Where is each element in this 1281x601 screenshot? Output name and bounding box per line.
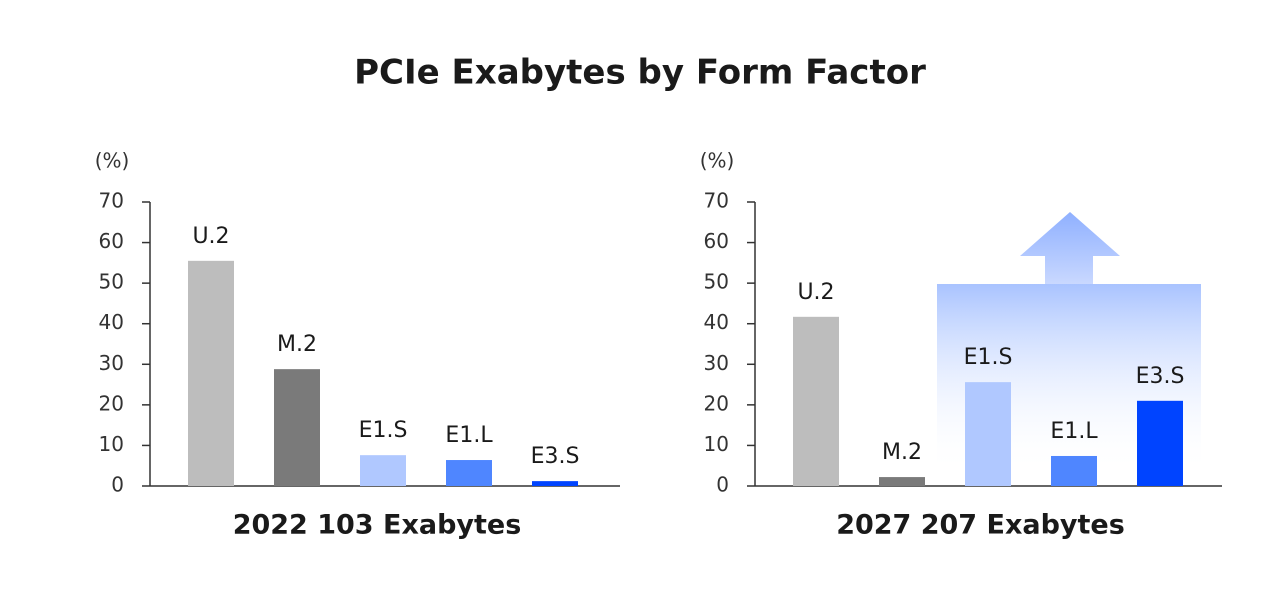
y-tick-label: 20 <box>704 391 729 415</box>
bar <box>446 460 492 486</box>
y-tick-label: 50 <box>704 270 729 294</box>
y-tick-label: 10 <box>99 432 124 456</box>
bar-category-label: U.2 <box>797 280 834 305</box>
y-tick-label: 20 <box>99 391 124 415</box>
growth-arrow <box>1020 212 1120 284</box>
bar-category-label: E3.S <box>531 444 580 469</box>
bar <box>532 481 578 486</box>
y-axis-label: (%) <box>95 149 130 173</box>
y-tick-label: 0 <box>111 473 124 497</box>
bar-category-label: E1.S <box>359 418 408 443</box>
y-tick-label: 60 <box>704 229 729 253</box>
y-tick-label: 0 <box>716 473 729 497</box>
bar <box>879 477 925 486</box>
bar-category-label: E1.L <box>445 423 493 448</box>
y-tick-label: 10 <box>704 432 729 456</box>
y-tick-label: 70 <box>99 189 124 213</box>
y-tick-label: 30 <box>704 351 729 375</box>
y-tick-label: 50 <box>99 270 124 294</box>
bar <box>1051 455 1097 486</box>
bar <box>360 455 406 486</box>
x-axis-label: 2022 103 Exabytes <box>233 510 522 541</box>
y-tick-label: 40 <box>704 310 729 334</box>
y-tick-label: 40 <box>99 310 124 334</box>
y-tick-label: 60 <box>99 229 124 253</box>
bar-category-label: M.2 <box>277 332 317 357</box>
y-tick-label: 30 <box>99 351 124 375</box>
y-tick-label: 70 <box>704 189 729 213</box>
bar-category-label: E1.L <box>1050 419 1098 444</box>
bar-category-label: U.2 <box>192 224 229 249</box>
y-axis-label: (%) <box>700 149 735 173</box>
bar <box>188 260 234 486</box>
bar <box>274 369 320 486</box>
bar <box>793 316 839 486</box>
bar-category-label: E1.S <box>964 345 1013 370</box>
bar-category-label: E3.S <box>1136 364 1185 389</box>
x-axis-label: 2027 207 Exabytes <box>836 510 1125 541</box>
page-title: PCIe Exabytes by Form Factor <box>354 53 926 93</box>
bar-category-label: M.2 <box>882 440 922 465</box>
bar <box>965 382 1011 486</box>
bar <box>1137 400 1183 486</box>
